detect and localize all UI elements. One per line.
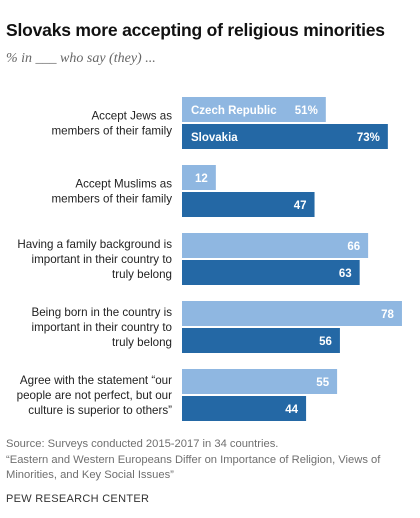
data-label: 51% (295, 105, 318, 117)
data-label: 47 (294, 200, 307, 212)
legend-label: Slovakia (191, 132, 238, 144)
category-label: Having a family background is important i… (17, 238, 172, 281)
data-label: 44 (285, 404, 298, 416)
bar-czech-republic (182, 301, 402, 326)
bar-slovakia (182, 260, 360, 285)
category-label: Being born in the country is important in… (32, 306, 173, 349)
bar-czech-republic (182, 233, 369, 258)
data-label: 66 (347, 241, 360, 253)
bar-slovakia (182, 124, 388, 149)
bar-slovakia (182, 396, 307, 421)
bar-slovakia (182, 192, 315, 217)
bar-czech-republic (182, 97, 326, 122)
data-label: 63 (339, 268, 352, 280)
chart-title: Slovaks more accepting of religious mino… (6, 20, 385, 40)
data-label: 78 (381, 309, 394, 321)
bar-chart: Accept Jews as members of their family 51%… (17, 97, 402, 421)
bar-slovakia (182, 328, 340, 353)
data-label: 12 (195, 173, 208, 185)
category-label: Accept Jews as members of their family (52, 110, 173, 138)
bar-czech-republic (182, 369, 338, 394)
report-title-line-2: Minorities, and Key Social Issues” (6, 469, 174, 481)
source-note: Source: Surveys conducted 2015-2017 in 3… (6, 438, 279, 450)
legend-label: Czech Republic (191, 105, 277, 117)
category-label: Accept Muslims as members of their family (52, 178, 173, 206)
data-label: 73% (357, 132, 380, 144)
category-label: Agree with the statement “our people are … (17, 374, 172, 417)
bar-czech-republic (182, 165, 216, 190)
chart-subtitle: % in ___ who say (they) ... (6, 51, 156, 66)
pew-research-center-logo: PEW RESEARCH CENTER (6, 493, 150, 505)
report-title-line-1: “Eastern and Western Europeans Differ on… (6, 454, 381, 466)
data-label: 55 (316, 377, 329, 389)
data-label: 56 (319, 336, 332, 348)
